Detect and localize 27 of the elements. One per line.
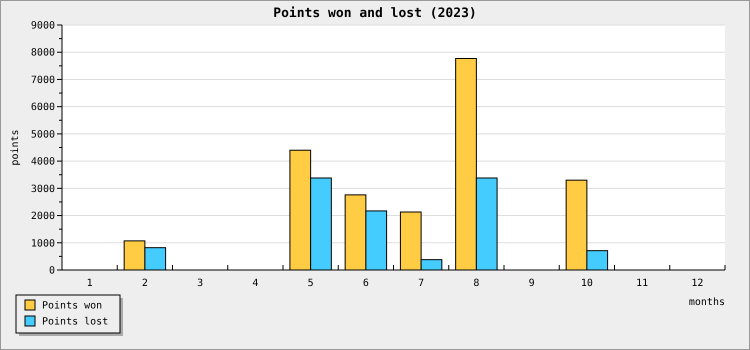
x-tick-label: 3 xyxy=(197,278,204,289)
x-tick-label: 5 xyxy=(308,278,314,289)
y-axis-title: points xyxy=(10,129,21,166)
x-tick-label: 2 xyxy=(142,278,148,289)
x-tick-label: 7 xyxy=(418,278,424,289)
y-tick-label: 4000 xyxy=(30,156,55,168)
x-tick-label: 4 xyxy=(252,278,258,289)
chart-title: Points won and lost (2023) xyxy=(273,6,477,21)
x-tick-label: 1 xyxy=(86,278,93,289)
legend-label: Points won xyxy=(42,300,102,312)
y-tick-label: 1000 xyxy=(30,238,55,250)
x-tick-label: 10 xyxy=(580,278,593,289)
x-tick-label: 8 xyxy=(473,278,480,289)
y-tick-label: 7000 xyxy=(30,74,55,86)
x-tick-label: 6 xyxy=(362,278,369,289)
y-tick-label: 6000 xyxy=(30,102,55,114)
y-tick-label: 5000 xyxy=(30,129,55,140)
x-tick-label: 12 xyxy=(691,278,704,289)
x-tick-label: 9 xyxy=(528,278,535,289)
x-axis-title: months xyxy=(688,297,725,308)
y-tick-label: 0 xyxy=(48,266,55,276)
y-tick-label: 2000 xyxy=(30,211,55,222)
y-tick-label: 8000 xyxy=(30,48,55,59)
y-tick-label: 3000 xyxy=(30,184,55,195)
x-tick-label: 11 xyxy=(636,278,648,289)
legend-label: Points lost xyxy=(42,316,108,328)
y-tick-label: 9000 xyxy=(30,20,55,32)
